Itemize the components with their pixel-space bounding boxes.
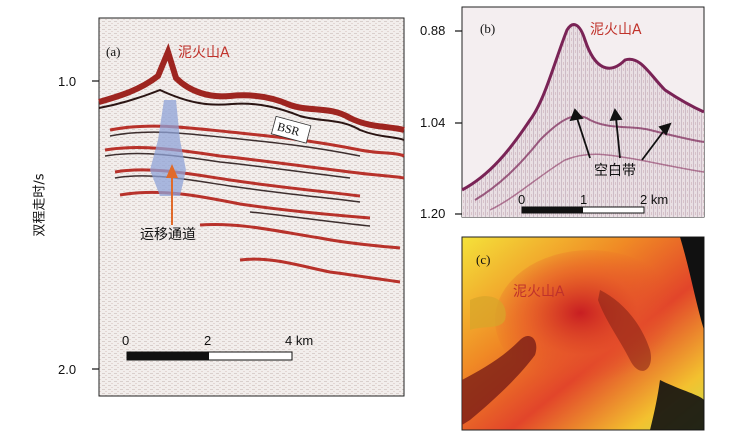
panel-c-tag: (c)	[476, 252, 491, 267]
scale-a-label-4: 4 km	[285, 333, 314, 348]
panel-a-volcano-label: 泥火山A	[178, 45, 230, 61]
b-tick-label-2: 1.04	[420, 115, 446, 130]
panel-a-tag: (a)	[106, 44, 121, 59]
scale-bar-b-filled	[522, 207, 583, 213]
b-tick-label-3: 1.20	[420, 206, 446, 221]
channel-arrowhead	[166, 164, 178, 178]
scale-b-label-2: 2 km	[640, 192, 669, 207]
scale-b-label-1: 1	[580, 192, 588, 207]
panel-b-seafloor	[461, 23, 705, 192]
panel-c-volcano-label: 泥火山A	[513, 284, 565, 300]
panel-a	[92, 17, 405, 397]
scale-a-label-0: 0	[122, 333, 130, 348]
channel-label: 运移通道	[140, 227, 196, 243]
y-tick-label-1: 1.0	[58, 74, 77, 89]
panel-b	[455, 6, 705, 218]
scale-b-label-0: 0	[518, 192, 526, 207]
seafloor-reflector	[98, 43, 405, 133]
bsr-label-box	[270, 115, 312, 144]
scale-a-label-2: 2	[204, 333, 212, 348]
blank-zone-label: 空白带	[594, 163, 636, 179]
panel-b-volcano-label: 泥火山A	[590, 22, 642, 38]
b-tick-label-1: 0.88	[420, 23, 446, 38]
migration-channel	[150, 100, 186, 196]
scale-bar-a-filled	[127, 352, 209, 360]
y-tick-label-2: 2.0	[58, 362, 77, 377]
panel-b-seismic	[462, 24, 704, 218]
panel-c	[461, 236, 705, 431]
blank-zone-arrows	[569, 108, 672, 161]
seafloor-reflector-2	[98, 88, 405, 141]
panel-b-tag: (b)	[480, 21, 496, 36]
